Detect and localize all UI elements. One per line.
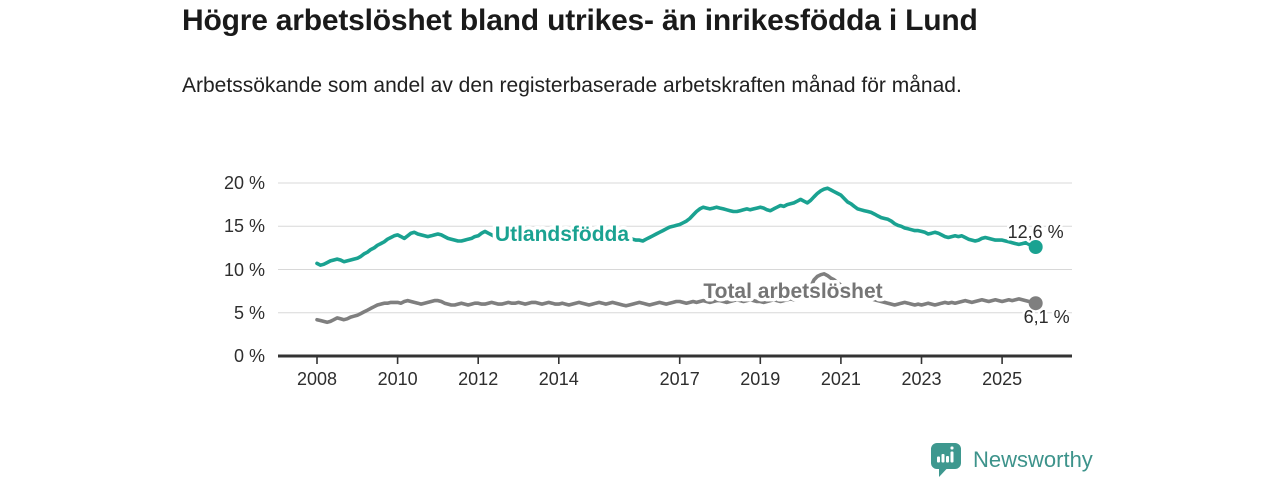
gridlines: [278, 182, 1072, 314]
series-label-total: Total arbetslöshet: [703, 280, 882, 303]
y-tick-label: 10 %: [223, 259, 265, 280]
x-tick-label: 2023: [901, 369, 942, 389]
series-line-utlandsfodda: [315, 186, 1038, 268]
newsworthy-branding: Newsworthy: [930, 442, 1093, 478]
x-tick-label: 2014: [538, 369, 579, 389]
x-tick-label: 2010: [377, 369, 418, 389]
series-line-total: [315, 271, 1038, 325]
end-dot-total: [1028, 296, 1043, 311]
newsworthy-logo-text: Newsworthy: [973, 447, 1093, 472]
y-tick-label: 0 %: [233, 346, 265, 366]
y-tick-label: 5 %: [233, 302, 265, 323]
series-label-utlandsfodda: Utlandsfödda: [495, 223, 629, 246]
y-tick-label: 15 %: [223, 216, 265, 237]
x-axis: [278, 354, 1072, 364]
newsworthy-logo-icon: [931, 443, 961, 477]
end-dot-utlandsfodda: [1028, 240, 1043, 255]
series-lines: [315, 186, 1038, 325]
end-value-label-utlandsfodda: 12,6 %: [1008, 222, 1064, 242]
x-tick-label: 2012: [458, 369, 499, 389]
x-tick-label: 2019: [740, 369, 781, 389]
x-tick-label: 2008: [296, 369, 338, 389]
x-tick-label: 2021: [820, 369, 861, 389]
x-tick-label: 2025: [982, 369, 1023, 389]
page-title: Högre arbetslöshet bland utrikes- än inr…: [182, 4, 978, 37]
end-value-label-total: 6,1 %: [1024, 307, 1070, 327]
chart-labels: Utlandsfödda 12,6 % Total arbetslöshet 6,1 …: [491, 220, 1072, 330]
x-tick-label: 2017: [659, 369, 700, 389]
y-tick-label: 20 %: [223, 173, 265, 193]
chart-subtitle: Arbetssökande som andel av den registerb…: [182, 74, 962, 97]
